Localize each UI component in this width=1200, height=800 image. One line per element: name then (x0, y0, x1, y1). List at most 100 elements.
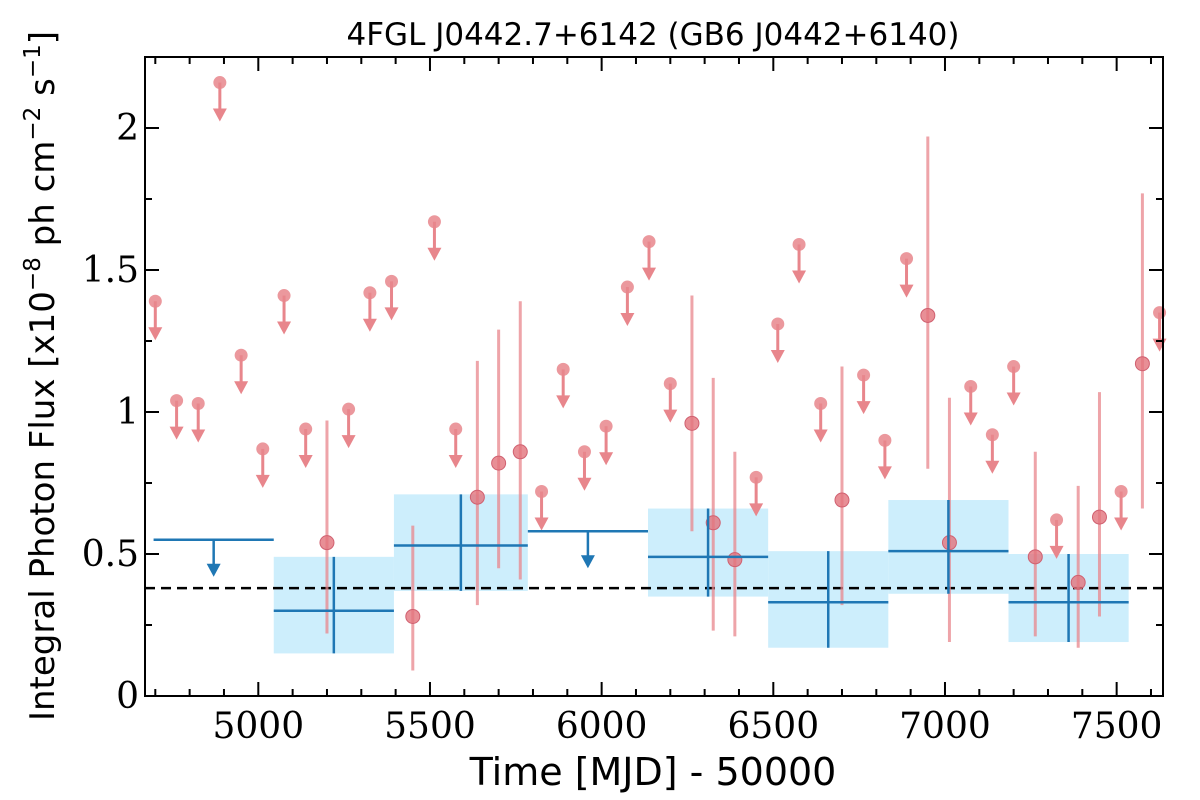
short-ul-marker (1050, 513, 1064, 527)
y-label-exp: −8 (20, 257, 46, 291)
short-ul-marker (599, 419, 613, 433)
short-ul-marker (363, 286, 377, 300)
short-ul-marker (170, 394, 184, 408)
short-ul-marker (900, 252, 914, 266)
y-tick-label: 0.5 (82, 534, 139, 575)
short-ul-arrow (298, 455, 313, 469)
short-ul-marker (814, 396, 828, 410)
short-point (1134, 356, 1150, 372)
short-ul-arrow (341, 435, 356, 449)
short-ul-marker (642, 235, 656, 249)
short-ul-arrow (856, 401, 871, 415)
short-ul-marker (449, 422, 463, 436)
short-ul-marker (620, 280, 634, 294)
short-point (920, 307, 936, 323)
short-ul-arrow (642, 267, 657, 281)
short-ul-arrow (556, 395, 571, 409)
short-point (727, 552, 743, 568)
short-ul-arrow (985, 460, 1000, 474)
short-ul-arrow (877, 466, 892, 480)
x-tick-label: 7000 (899, 706, 991, 747)
short-ul-arrow (362, 318, 377, 332)
short-ul-arrow (1006, 392, 1021, 406)
short-ul-arrow (792, 270, 807, 284)
y-tick-label: 0 (116, 676, 139, 717)
x-tick-label: 6500 (727, 706, 819, 747)
short-ul-marker (234, 348, 248, 362)
short-ul-arrow (599, 452, 614, 466)
short-point (405, 608, 421, 624)
short-ul-marker (964, 379, 978, 393)
long-bin-bands (273, 494, 1129, 654)
short-ul-arrow (899, 284, 914, 298)
short-ul-arrow (212, 108, 227, 122)
short-ul-marker (577, 445, 591, 459)
short-ul-marker (663, 377, 677, 391)
short-point (705, 515, 721, 531)
short-ul-marker (385, 274, 399, 288)
short-ul-arrow (384, 307, 399, 321)
long-ul-arrow (580, 555, 595, 569)
short-point (1070, 574, 1086, 590)
short-ul-marker (299, 422, 313, 436)
short-ul-arrow (1049, 545, 1064, 559)
short-ul-marker (771, 317, 785, 331)
short-ul-marker (535, 485, 549, 499)
short-ul-arrow (277, 321, 292, 335)
short-ul-arrow (1114, 517, 1129, 531)
short-ul-arrow (169, 426, 184, 440)
x-tick-label: 5500 (384, 706, 476, 747)
short-ul-marker (213, 76, 227, 90)
short-point (319, 535, 335, 551)
y-label-part: ph cm (23, 141, 63, 258)
short-ul-marker (256, 442, 270, 456)
short-ul-marker (1153, 306, 1167, 320)
short-ul-marker (277, 289, 291, 303)
short-ul-marker (556, 362, 570, 376)
y-label-part: s (23, 78, 63, 107)
short-ul-arrow (427, 247, 442, 261)
short-ul-arrow (620, 313, 635, 327)
short-ul-arrow (813, 429, 828, 443)
short-ul-arrow (749, 503, 764, 517)
axis-tick-labels: 5000 5500 6000 6500 7000 7500 0 0.5 1 1.5 2 (82, 108, 1163, 747)
short-ul-marker (191, 396, 205, 410)
short-ul-marker (148, 294, 162, 308)
short-ul-arrow (534, 517, 549, 531)
short-point (512, 444, 528, 460)
short-ul-marker (342, 402, 356, 416)
y-tick-label: 1.5 (82, 250, 139, 291)
short-ul-arrow (255, 474, 270, 488)
short-point (684, 415, 700, 431)
long-ul-arrow (206, 563, 221, 577)
short-ul-arrow (448, 455, 463, 469)
x-axis-label: Time [MJD] - 50000 (469, 750, 837, 794)
chart-title: 4FGL J0442.7+6142 (GB6 J0442+6140) (347, 17, 960, 53)
short-ul-marker (985, 428, 999, 442)
y-label-exp: −2 (20, 107, 46, 141)
short-ul-arrow (191, 429, 206, 443)
plot-frame (144, 56, 1164, 697)
short-ul-arrow (963, 412, 978, 426)
short-point (469, 489, 485, 505)
short-ul-arrow (577, 477, 592, 491)
y-label-part: Integral Photon Flux [x10 (23, 291, 63, 721)
short-ul-marker (878, 433, 892, 447)
long-bin-points (153, 494, 1129, 654)
x-tick-label: 7500 (1071, 706, 1163, 747)
x-tick-label: 6000 (556, 706, 648, 747)
short-ul-marker (427, 215, 441, 229)
y-label-exp: −1 (20, 44, 46, 78)
short-ul-arrow (148, 327, 163, 341)
y-label-part: ] (23, 31, 63, 44)
short-point (491, 455, 507, 471)
axis-ticks (145, 56, 1163, 697)
short-ul-marker (1114, 485, 1128, 499)
short-ul-marker (792, 237, 806, 251)
short-ul-arrow (770, 349, 785, 363)
short-ul-marker (1007, 360, 1021, 374)
x-tick-label: 5000 (212, 706, 304, 747)
short-ul-arrow (663, 409, 678, 423)
y-tick-label: 1 (116, 392, 139, 433)
